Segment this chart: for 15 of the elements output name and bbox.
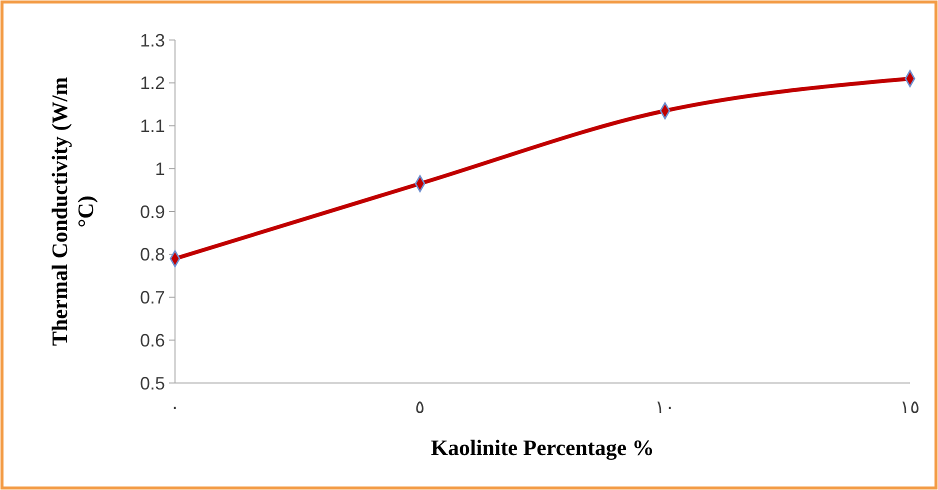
y-tick-label: 1.3: [140, 30, 165, 50]
y-tick-label: 0.8: [140, 244, 165, 265]
y-tick-label: 1: [154, 158, 165, 179]
y-tick-label: 0.7: [140, 288, 165, 308]
y-tick-label: 1.2: [140, 73, 165, 94]
x-tick-label: ١٠: [655, 397, 675, 417]
x-tick-label: ١٥: [900, 397, 920, 417]
x-tick-label: ٥: [415, 397, 425, 417]
y-tick-label: 1.1: [140, 116, 165, 136]
y-tick-label: 0.6: [140, 330, 165, 350]
y-axis-title: Thermal Conductivity (W/m °C): [46, 77, 98, 346]
y-tick-label: 0.5: [140, 373, 165, 394]
x-tick-label: ٠: [170, 397, 180, 417]
x-axis-title: Kaolinite Percentage %: [430, 435, 654, 460]
y-tick-label: 0.9: [140, 202, 165, 222]
